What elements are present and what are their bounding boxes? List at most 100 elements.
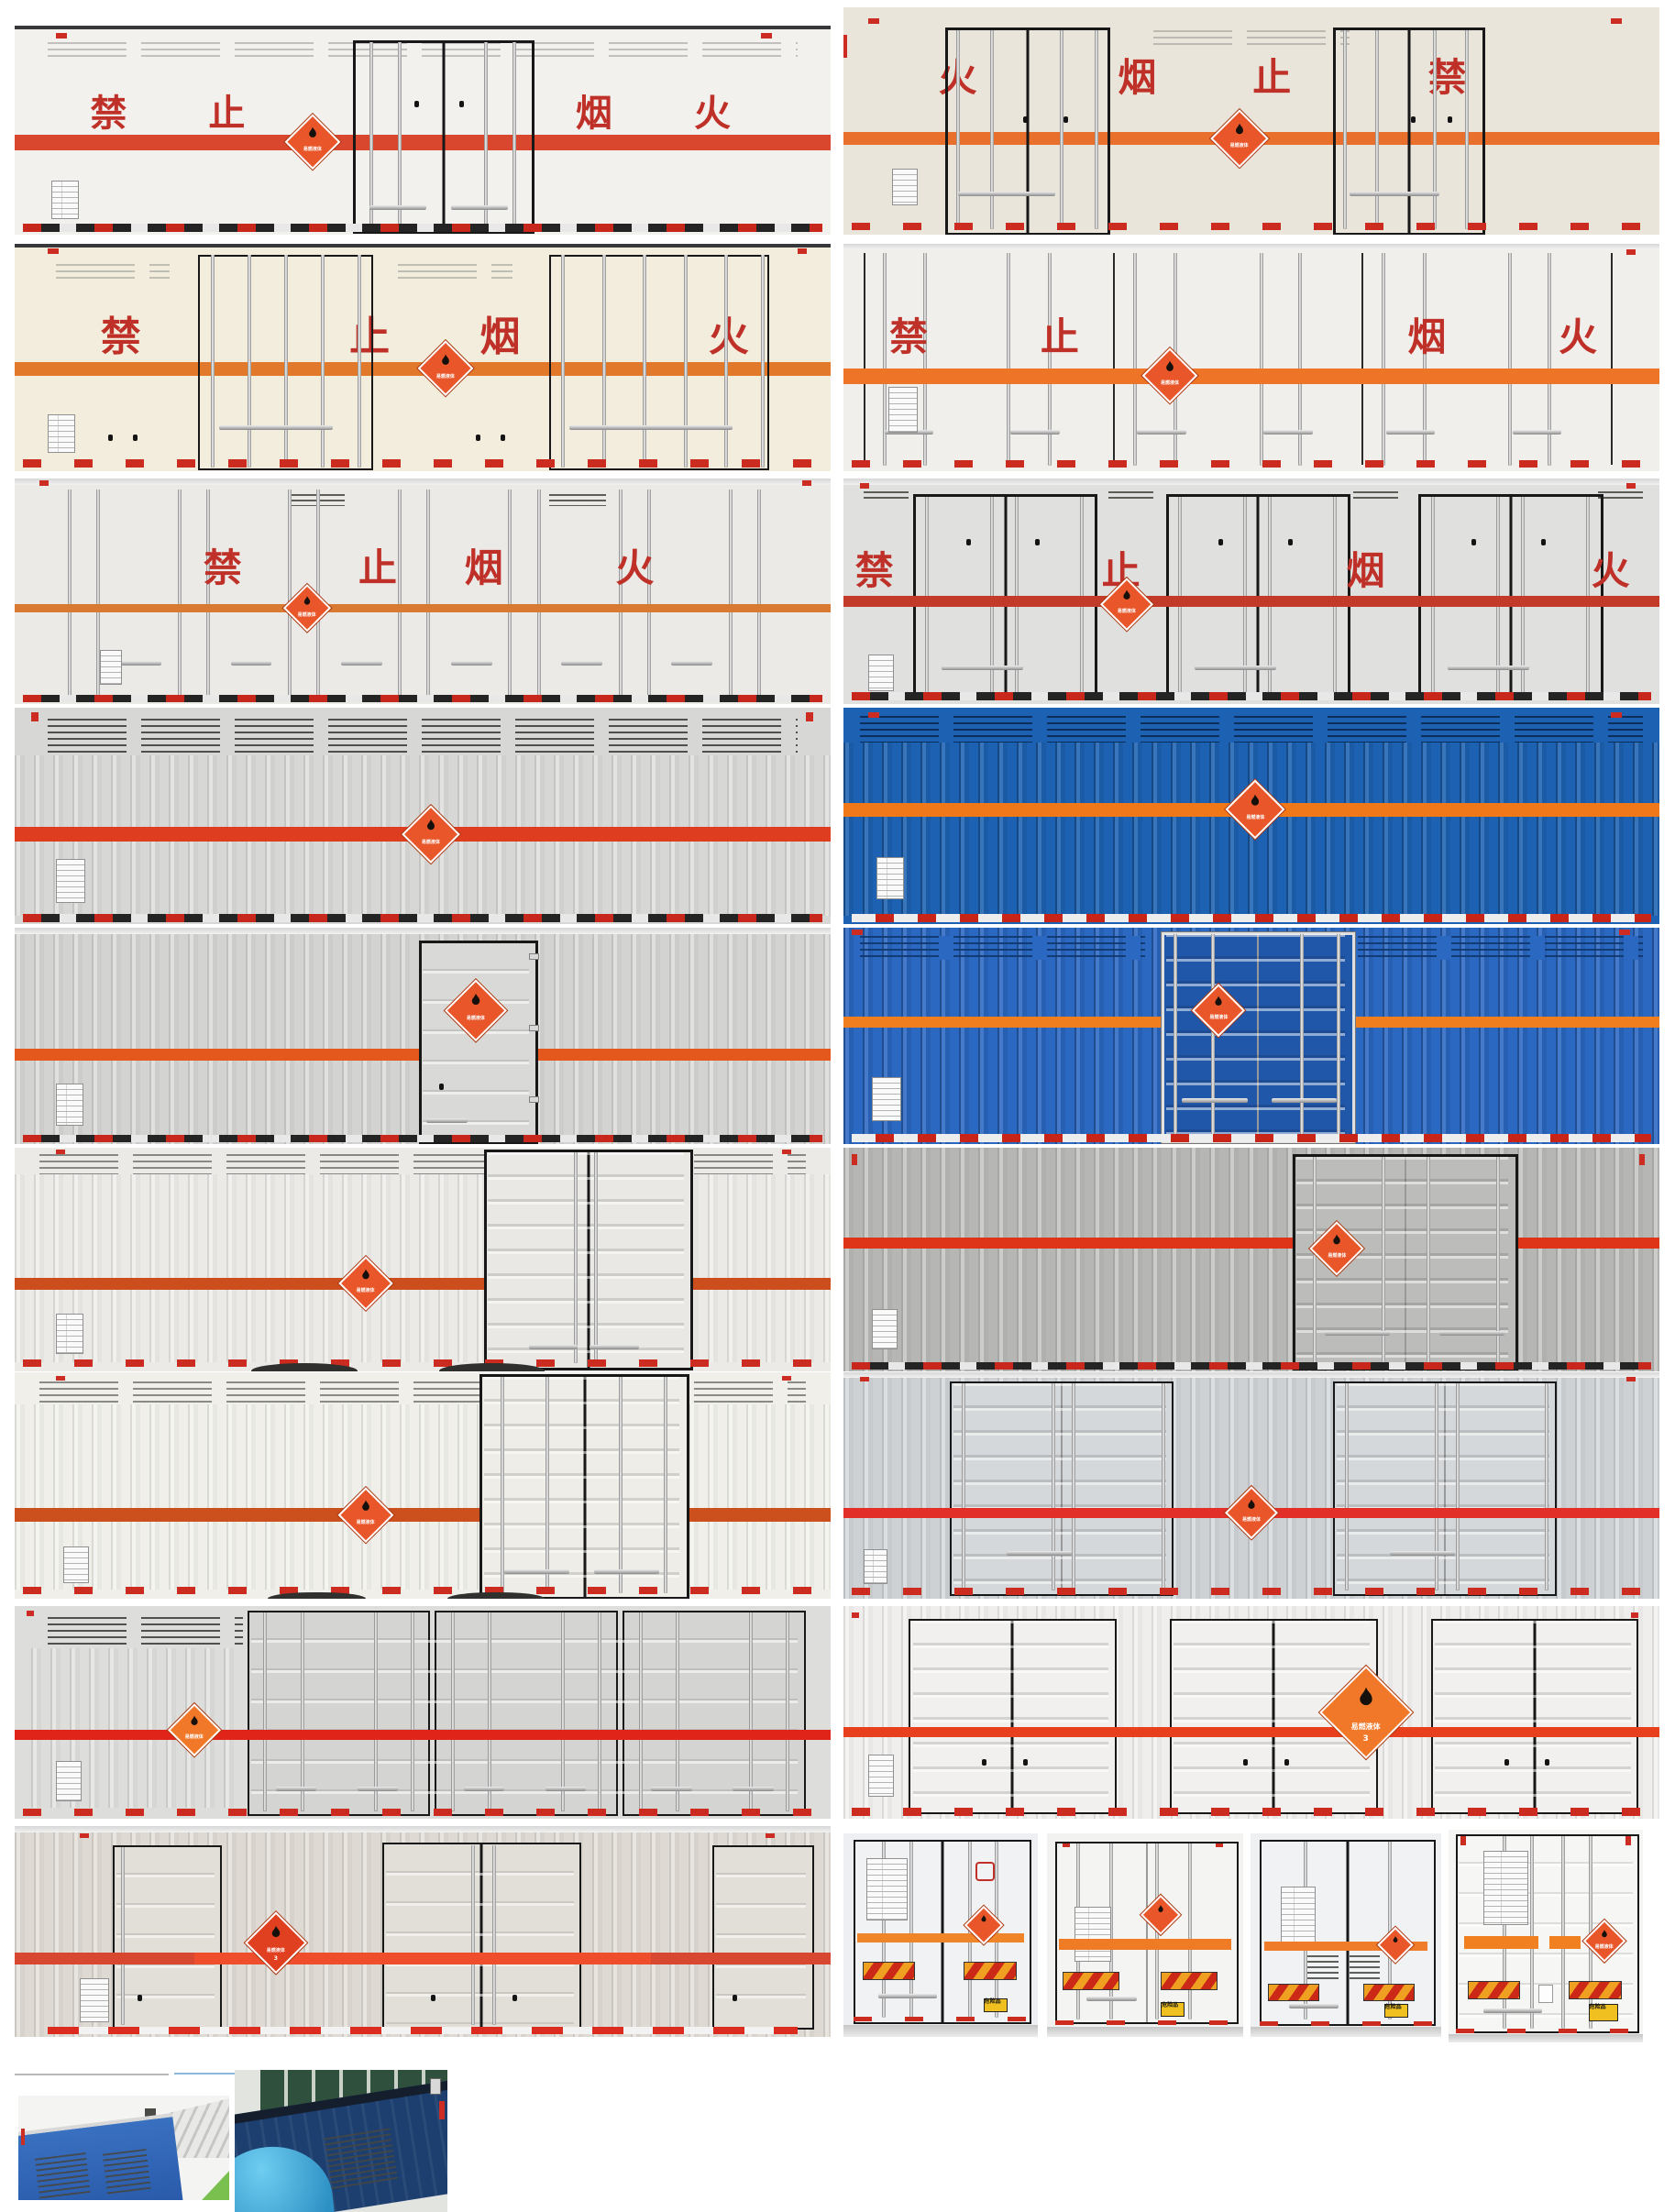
no-fire-char: 烟 xyxy=(1407,314,1447,359)
specs-plate xyxy=(80,1977,110,2022)
hazard-stripe xyxy=(1058,1939,1232,1950)
door-latch xyxy=(561,661,602,666)
hazard-stripe xyxy=(15,1277,831,1290)
door-latch xyxy=(451,205,509,211)
no-fire-char: 烟 xyxy=(464,545,503,591)
reflective-strip xyxy=(851,1133,1652,1142)
door-latch xyxy=(426,1117,468,1123)
door-handle xyxy=(1447,116,1452,124)
no-fire-char: 烟 xyxy=(1346,547,1385,593)
door-handle xyxy=(1022,1759,1028,1766)
hazard-stripe xyxy=(856,1932,1025,1942)
door-handle xyxy=(438,1083,444,1090)
specs-plate xyxy=(55,1083,83,1126)
flame-icon xyxy=(426,819,435,831)
door-latch xyxy=(671,661,712,666)
box-top-cap xyxy=(843,479,1659,486)
lock-rod xyxy=(675,1612,679,1810)
door-hinge xyxy=(528,1025,539,1032)
corner-marker xyxy=(80,1833,90,1839)
photo-van-side-white-rod-doors: 禁 止 烟 火 易燃液体 xyxy=(843,244,1659,471)
lock-rod xyxy=(545,1376,549,1592)
vent-slots xyxy=(1350,1955,1381,1980)
reflective-strip xyxy=(1054,2019,1236,2025)
door-handle xyxy=(1410,116,1416,124)
lock-rod xyxy=(1210,934,1215,1136)
corner-marker xyxy=(867,18,879,25)
corner-marker xyxy=(55,32,67,39)
vent-louvers xyxy=(859,716,1644,743)
hazard-stripe xyxy=(15,603,831,613)
lock-rod xyxy=(643,255,647,468)
flame-icon xyxy=(1248,1499,1255,1509)
door-latch xyxy=(1085,1996,1138,2001)
specs-plate xyxy=(63,1546,90,1584)
vent-louvers xyxy=(398,264,512,281)
lock-rod xyxy=(882,252,887,465)
door-handle xyxy=(1022,116,1028,124)
box-top-edge xyxy=(15,26,831,29)
corner-marker xyxy=(55,1150,65,1155)
corner-marker xyxy=(47,248,59,254)
dangerous-goods-plate: 危险品 xyxy=(1588,2004,1618,2022)
lock-rod xyxy=(283,255,288,468)
flammable-liquid-placard: 易燃液体 xyxy=(284,113,341,171)
lock-rod xyxy=(1312,1156,1317,1363)
corner-marker xyxy=(798,248,808,254)
corner-marker xyxy=(859,482,869,489)
door-latch xyxy=(1272,1098,1338,1104)
wheel-arch xyxy=(267,1591,366,1599)
corrugation xyxy=(15,1403,831,1590)
door-latch xyxy=(451,661,492,666)
photo-truck-rear-4: 易燃液体 危险品 xyxy=(1449,1830,1643,2042)
corner-marker xyxy=(1216,1843,1224,1848)
corner-marker xyxy=(1626,482,1636,489)
lock-rod xyxy=(1588,1835,1592,2028)
door-panel xyxy=(1165,934,1346,1136)
photo-box-silver-two-doors: 易燃液体 xyxy=(843,1372,1659,1599)
flame-icon xyxy=(361,1500,369,1512)
lock-rod xyxy=(646,490,651,698)
reflective-strip xyxy=(853,2017,1029,2022)
door-handle xyxy=(965,539,971,546)
lock-rod xyxy=(909,1841,914,2017)
lock-rod xyxy=(1162,1383,1166,1590)
corner-marker xyxy=(1618,930,1630,936)
door-latch xyxy=(1438,1331,1504,1337)
corner-marker xyxy=(1063,1843,1071,1848)
lock-rod xyxy=(1095,29,1099,228)
blue-box-body xyxy=(18,2112,184,2200)
specs-plate xyxy=(867,1755,894,1798)
door-latch xyxy=(1137,430,1186,435)
vent-louvers xyxy=(102,2148,151,2197)
door-latch xyxy=(569,425,733,431)
flame-icon xyxy=(303,596,310,605)
door-latch xyxy=(957,191,1056,196)
vent-louvers xyxy=(1357,936,1644,961)
flammable-liquid-placard xyxy=(1376,1926,1415,1964)
reflective-strip xyxy=(22,913,823,922)
lock-rod xyxy=(638,1612,643,1810)
flame-icon xyxy=(271,1926,281,1938)
lock-rod xyxy=(1243,496,1248,693)
flame-icon xyxy=(1235,123,1243,134)
no-fire-char: 禁 xyxy=(203,545,242,591)
photo-box-gray-corrugated-louvers: 易燃液体 xyxy=(15,708,831,924)
lock-rod xyxy=(263,1612,268,1810)
no-fire-char: 火 xyxy=(1591,547,1630,593)
door-handle xyxy=(475,435,480,442)
vent-louvers xyxy=(324,2128,399,2190)
lock-rod xyxy=(1465,29,1470,228)
corner-marker xyxy=(761,32,773,39)
lock-rod xyxy=(1387,1841,1392,2019)
lock-rod xyxy=(1427,1156,1431,1363)
corrugation xyxy=(15,1174,831,1363)
corner-marker xyxy=(1630,1612,1638,1618)
lock-rod xyxy=(410,1612,414,1810)
lock-rod xyxy=(1530,1835,1535,2028)
ground-shadow xyxy=(1047,2026,1243,2037)
door-handle xyxy=(133,435,138,442)
door-latch xyxy=(1349,191,1439,196)
no-fire-char: 禁 xyxy=(854,547,894,593)
